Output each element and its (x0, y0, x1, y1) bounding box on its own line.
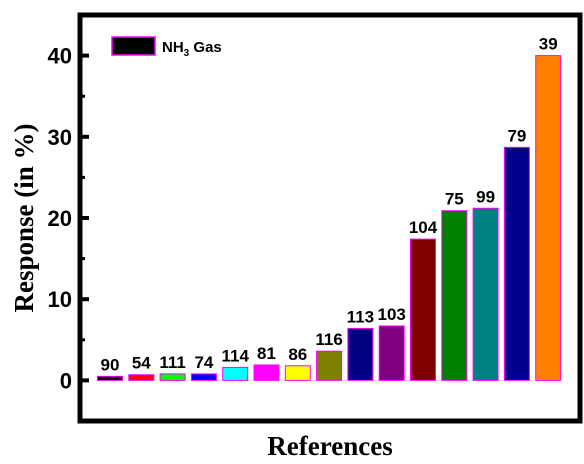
y-tick-label: 20 (48, 206, 72, 231)
bar-86 (284, 365, 311, 381)
data-label-104: 104 (409, 218, 438, 237)
data-label-113: 113 (347, 307, 374, 326)
bar-114 (222, 366, 249, 381)
data-label-74: 74 (194, 353, 213, 372)
data-label-99: 99 (476, 187, 495, 206)
legend-swatch (111, 36, 156, 56)
data-label-79: 79 (507, 126, 526, 145)
legend-label: NH3 Gas (162, 39, 222, 59)
bar-103 (378, 325, 405, 381)
data-label-111: 111 (159, 353, 186, 372)
bar-75 (441, 210, 468, 381)
y-tick-label: 40 (48, 44, 72, 69)
y-tick-label: 30 (48, 125, 72, 150)
data-label-90: 90 (101, 355, 120, 374)
y-tick-label: 10 (48, 287, 72, 312)
bar-39 (535, 55, 562, 381)
data-label-54: 54 (132, 354, 151, 373)
data-label-116: 116 (315, 330, 342, 349)
bar-113 (347, 327, 374, 381)
y-axis-title: Response (in %) (9, 123, 39, 312)
x-axis-title: References (267, 431, 392, 461)
data-label-81: 81 (257, 344, 276, 363)
bar-104 (410, 238, 436, 381)
bar-81 (253, 364, 280, 381)
data-label-39: 39 (539, 35, 558, 54)
bars (97, 55, 562, 381)
bar-99 (472, 207, 499, 381)
data-label-75: 75 (445, 190, 464, 209)
bar-79 (503, 146, 530, 381)
data-labels: 90 54 111 74 114 81 86 116 113 103 104 75 99 79 39 (101, 35, 558, 375)
bar-90 (97, 375, 123, 381)
legend: NH3 Gas (111, 36, 222, 59)
y-tick-label: 0 (60, 368, 72, 393)
bar-111 (159, 373, 186, 381)
bar-116 (316, 350, 343, 381)
bar-54 (128, 374, 155, 381)
data-label-86: 86 (288, 345, 307, 364)
y-axis: 0 10 20 30 40 (48, 44, 89, 393)
bar-74 (190, 373, 217, 381)
data-label-103: 103 (378, 305, 406, 324)
data-label-114: 114 (221, 346, 249, 365)
